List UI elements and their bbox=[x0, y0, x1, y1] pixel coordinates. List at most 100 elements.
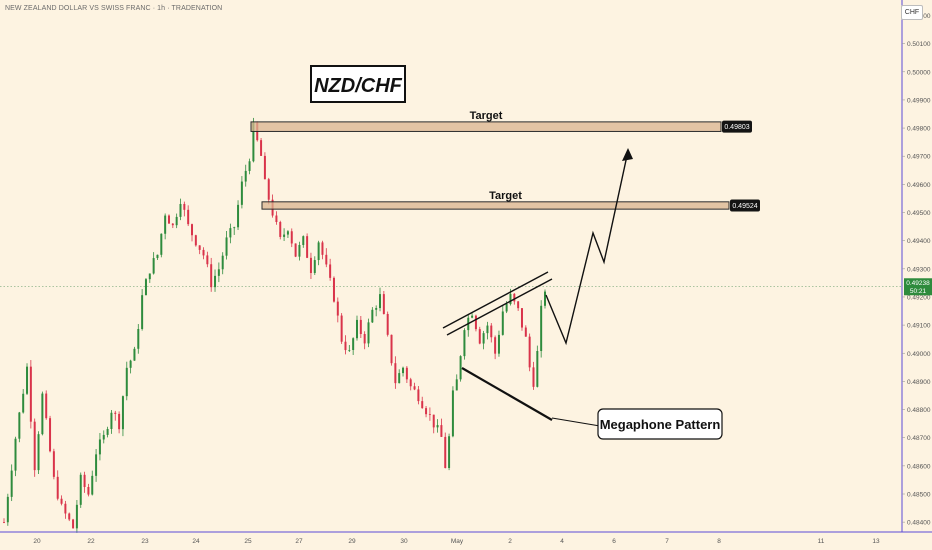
candle-body bbox=[121, 396, 124, 430]
candle-body bbox=[283, 234, 286, 237]
y-tick-label: 0.49600 bbox=[907, 182, 931, 189]
candle-body bbox=[286, 231, 289, 235]
chart-title: NEW ZEALAND DOLLAR VS SWISS FRANC · 1h ·… bbox=[5, 5, 223, 12]
candle-body bbox=[336, 301, 339, 316]
candle-body bbox=[217, 269, 220, 276]
candle-body bbox=[72, 519, 75, 529]
candle-body bbox=[398, 373, 401, 384]
x-tick-label: 8 bbox=[717, 538, 721, 545]
candle-body bbox=[3, 522, 5, 523]
candle-body bbox=[505, 304, 508, 312]
zone-price-text: 0.49803 bbox=[724, 124, 749, 131]
y-tick-label: 0.49900 bbox=[907, 97, 931, 104]
candle-body bbox=[275, 215, 278, 223]
candle-body bbox=[298, 244, 301, 257]
x-tick-label: 23 bbox=[141, 538, 149, 545]
candle-body bbox=[440, 425, 443, 437]
candle-body bbox=[371, 309, 374, 323]
y-tick-label: 0.49400 bbox=[907, 238, 931, 245]
candle-body bbox=[448, 436, 451, 468]
candle-body bbox=[348, 349, 351, 351]
candle-body bbox=[317, 242, 320, 261]
candle-body bbox=[41, 393, 44, 435]
candle-body bbox=[332, 277, 335, 302]
candle-body bbox=[329, 264, 332, 278]
x-tick-label: 7 bbox=[665, 538, 669, 545]
candle-body bbox=[325, 254, 328, 265]
candle-body bbox=[428, 414, 431, 415]
candle-body bbox=[482, 333, 485, 344]
y-tick-label: 0.50000 bbox=[907, 69, 931, 76]
y-tick-label: 0.48600 bbox=[907, 463, 931, 470]
candle-body bbox=[26, 366, 29, 394]
candle-body bbox=[363, 333, 366, 344]
megaphone-upper-line bbox=[446, 278, 553, 336]
x-tick-label: 22 bbox=[87, 538, 95, 545]
candle-body bbox=[22, 393, 25, 413]
candle-body bbox=[382, 294, 385, 314]
candle-body bbox=[14, 438, 17, 471]
x-tick-label: 25 bbox=[244, 538, 252, 545]
candle-body bbox=[179, 203, 182, 217]
candle-body bbox=[233, 227, 236, 229]
y-tick-label: 0.48700 bbox=[907, 435, 931, 442]
current-price-text: 0.49238 bbox=[906, 280, 930, 287]
x-tick-label: 2 bbox=[508, 538, 512, 545]
y-tick-label: 0.50100 bbox=[907, 41, 931, 48]
candle-body bbox=[225, 237, 228, 256]
y-tick-label: 0.49100 bbox=[907, 323, 931, 330]
y-tick-label: 0.49200 bbox=[907, 294, 931, 301]
candle-body bbox=[425, 408, 428, 415]
candle-body bbox=[355, 319, 358, 339]
candle-body bbox=[79, 474, 82, 505]
candle-body bbox=[471, 315, 474, 318]
projection-arrowhead bbox=[622, 148, 633, 161]
candle-body bbox=[267, 179, 270, 200]
candle-body bbox=[544, 291, 546, 306]
candle-body bbox=[75, 504, 78, 529]
candle-body bbox=[148, 273, 151, 280]
y-tick-label: 0.49700 bbox=[907, 154, 931, 161]
pattern-callout-box bbox=[597, 408, 723, 440]
currency-badge[interactable]: CHF bbox=[901, 5, 923, 20]
candle-body bbox=[118, 413, 121, 430]
candle-body bbox=[302, 236, 305, 245]
candle-body bbox=[64, 503, 67, 514]
y-tick-label: 0.49500 bbox=[907, 210, 931, 217]
candle-body bbox=[221, 255, 224, 270]
candle-body bbox=[509, 293, 512, 305]
candle-body bbox=[390, 334, 393, 364]
candle-body bbox=[83, 474, 86, 488]
candle-body bbox=[164, 215, 167, 234]
candle-body bbox=[237, 204, 240, 228]
candle-body bbox=[252, 122, 255, 162]
candle-body bbox=[183, 203, 186, 210]
x-tick-label: 30 bbox=[400, 538, 408, 545]
pair-title-text: NZD/CHF bbox=[314, 75, 403, 97]
price-axis: 0.502000.501000.500000.499000.498000.497… bbox=[902, 13, 931, 527]
candle-body bbox=[444, 436, 447, 468]
candle-body bbox=[313, 260, 316, 274]
countdown-text: 50:21 bbox=[910, 288, 927, 295]
candle-body bbox=[494, 337, 497, 354]
candle-body bbox=[344, 341, 347, 351]
x-tick-label: May bbox=[451, 538, 464, 545]
candle-body bbox=[156, 254, 159, 259]
candle-body bbox=[340, 315, 343, 342]
target-zone bbox=[261, 201, 730, 210]
candle-body bbox=[29, 366, 32, 422]
candle-body bbox=[540, 305, 543, 351]
candle-body bbox=[486, 325, 489, 334]
candle-body bbox=[98, 439, 101, 455]
candle-body bbox=[194, 235, 197, 246]
candle-body bbox=[87, 487, 90, 495]
candle-body bbox=[463, 330, 466, 357]
y-tick-label: 0.49800 bbox=[907, 126, 931, 133]
candle-body bbox=[191, 224, 194, 236]
megaphone-lower-line bbox=[461, 367, 553, 421]
candle-body bbox=[417, 389, 420, 402]
candle-body bbox=[125, 367, 128, 397]
y-tick-label: 0.48800 bbox=[907, 407, 931, 414]
